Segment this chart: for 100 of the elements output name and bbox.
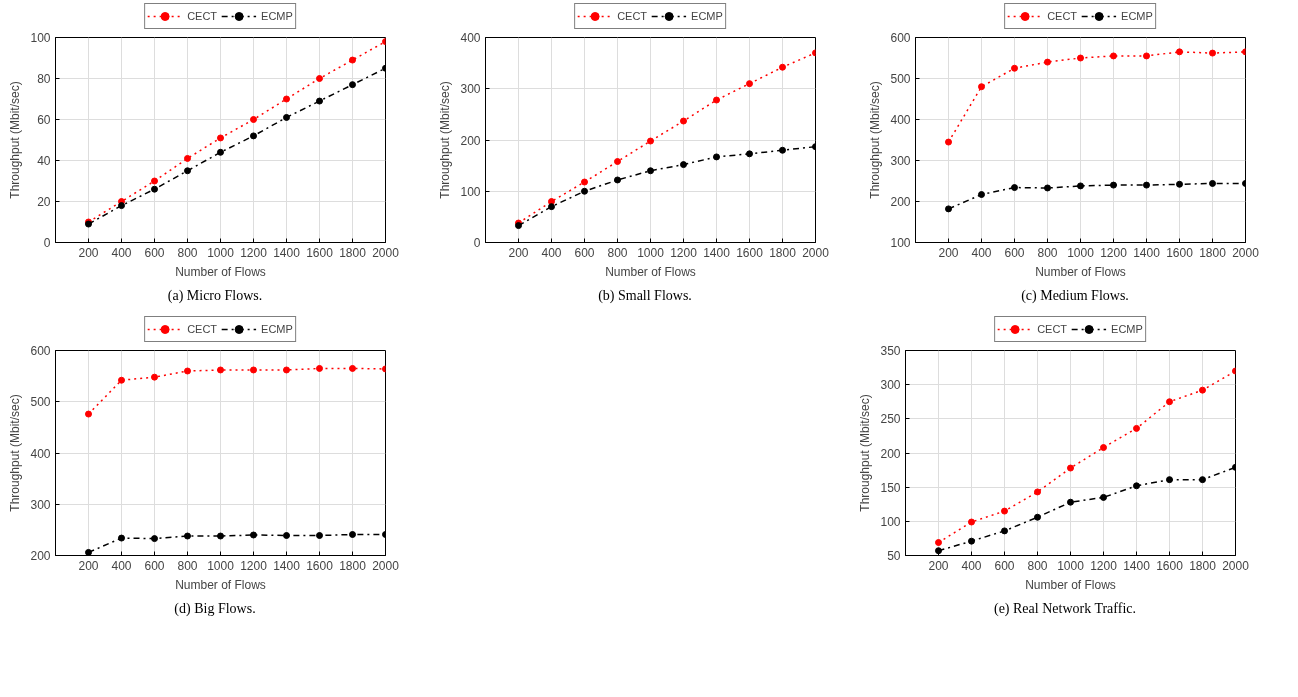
y-tick-label: 250 [880,412,901,427]
x-tick-label: 200 [78,558,99,573]
legend-label: CECT [1047,10,1078,22]
x-tick-label: 2000 [372,558,400,573]
legend-label: CECT [187,323,218,335]
x-tick-label: 200 [78,245,99,260]
legend-label: CECT [187,10,218,22]
x-tick-label: 1800 [339,245,367,260]
x-tick-label: 200 [928,558,949,573]
y-tick-label: 100 [880,514,901,529]
x-tick-label: 2000 [372,245,400,260]
x-tick-label: 1200 [1090,558,1118,573]
y-tick-label: 200 [880,446,901,461]
y-tick-label: 300 [880,378,901,393]
x-tick-label: 400 [111,245,132,260]
x-tick-label: 400 [111,558,132,573]
x-tick-label: 1600 [1156,558,1184,573]
y-axis-title: Throughput (Mbit/sec) [868,81,883,199]
text: (b) Small Flows. [598,287,692,305]
y-tick-label: 20 [37,195,51,209]
x-tick-label: 1200 [240,245,268,260]
x-tick-label: 200 [938,245,959,260]
x-axis-title: Number of Flows [1025,577,1116,592]
y-tick-label: 150 [880,480,901,495]
y-tick-label: 600 [890,31,911,45]
x-tick-label: 1600 [1166,245,1194,260]
y-axis-title: Throughput (Mbit/sec) [8,81,23,199]
x-tick-label: 800 [177,245,198,260]
x-tick-label: 1800 [769,245,797,260]
y-tick-label: 80 [37,72,51,86]
y-tick-label: 40 [37,154,51,168]
legend-label: ECMP [261,10,293,22]
x-tick-label: 600 [994,558,1015,573]
text: (c) Medium Flows. [1021,287,1129,305]
y-axis-title: Throughput (Mbit/sec) [438,81,453,199]
y-tick-label: 100 [460,184,481,199]
x-tick-label: 1800 [339,558,367,573]
x-tick-label: 1800 [1189,558,1217,573]
x-axis-title: Number of Flows [605,264,696,279]
x-tick-label: 1000 [1057,558,1085,573]
legend-label: ECMP [1111,323,1143,335]
y-tick-label: 400 [890,113,911,127]
x-tick-label: 1200 [1100,245,1128,260]
x-tick-label: 1600 [306,245,334,260]
text: (a) Micro Flows. [167,287,263,305]
x-tick-label: 1400 [273,558,301,573]
y-axis-title: Throughput (Mbit/sec) [8,394,23,512]
x-tick-label: 1200 [240,558,268,573]
text: (d) Big Flows. [174,600,256,618]
y-tick-label: 0 [43,236,51,250]
x-tick-label: 1000 [207,558,235,573]
x-tick-label: 1600 [306,558,334,573]
y-tick-label: 500 [30,395,51,410]
y-tick-label: 300 [30,497,51,512]
x-tick-label: 600 [144,245,165,260]
x-tick-label: 600 [574,245,595,260]
x-tick-label: 2000 [802,245,830,260]
x-tick-label: 400 [971,245,992,260]
y-tick-label: 400 [460,31,481,45]
x-tick-label: 1400 [703,245,731,260]
x-tick-label: 600 [1004,245,1025,260]
y-tick-label: 100 [30,31,51,45]
x-tick-label: 1400 [273,245,301,260]
y-tick-label: 300 [460,82,481,97]
x-tick-label: 400 [541,245,562,260]
legend-label: CECT [1037,323,1068,335]
x-tick-label: 800 [1027,558,1048,573]
y-tick-label: 500 [890,72,911,86]
x-tick-label: 600 [144,558,165,573]
y-tick-label: 600 [30,344,51,358]
x-axis-title: Number of Flows [1035,264,1126,279]
y-tick-label: 60 [37,113,51,127]
x-tick-label: 1000 [1067,245,1095,260]
x-axis-title: Number of Flows [175,264,266,279]
text: (e) Real Network Traffic. [993,600,1137,618]
y-tick-label: 100 [890,236,911,250]
x-tick-label: 400 [961,558,982,573]
legend-label: ECMP [691,10,723,22]
x-tick-label: 1000 [207,245,235,260]
legend-label: ECMP [261,323,293,335]
x-tick-label: 800 [177,558,198,573]
x-tick-label: 1600 [736,245,764,260]
y-tick-label: 350 [880,344,901,358]
x-axis-title: Number of Flows [175,577,266,592]
y-tick-label: 200 [460,133,481,148]
x-tick-label: 200 [508,245,529,260]
y-tick-label: 300 [890,154,911,168]
x-tick-label: 800 [1037,245,1058,260]
legend-label: ECMP [1121,10,1153,22]
y-tick-label: 50 [887,549,901,563]
y-tick-label: 200 [890,195,911,209]
x-tick-label: 1400 [1133,245,1161,260]
x-tick-label: 1400 [1123,558,1151,573]
y-tick-label: 0 [473,236,481,250]
x-tick-label: 1000 [637,245,665,260]
x-tick-label: 800 [607,245,628,260]
legend-label: CECT [617,10,648,22]
x-tick-label: 2000 [1222,558,1250,573]
y-axis-title: Throughput (Mbit/sec) [858,394,873,512]
y-tick-label: 200 [30,549,51,563]
